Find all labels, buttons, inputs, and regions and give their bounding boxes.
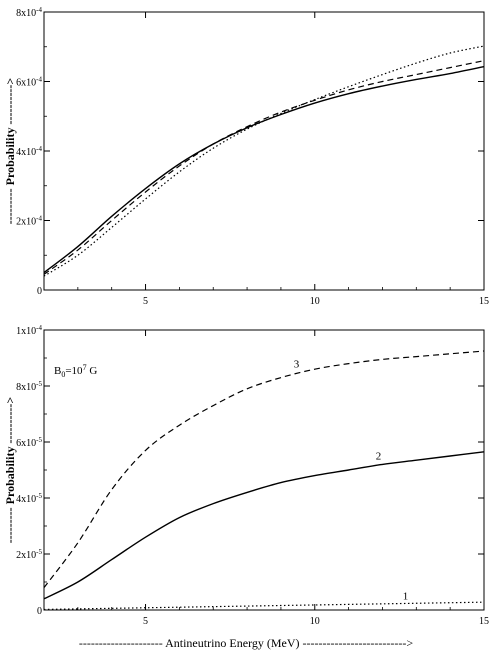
y-tick-label: 4x10-4: [16, 145, 42, 158]
y-tick-label: 8x10-5: [16, 380, 42, 393]
y-tick-label: 8x10-4: [16, 6, 42, 19]
series-group: [43, 350, 485, 611]
series-line-solid: [43, 451, 485, 600]
x-axis-ticks: 5 10 15: [77, 12, 489, 307]
bottom-panel: 5 10 15 0 2x10-5 4x10-5 6x10-5 8x10-5 1x10-4 3 2…: [3, 324, 489, 650]
x-tick-label: 15: [479, 296, 489, 307]
x-axis-label: --------------------- Antineutrino Energ…: [79, 636, 414, 650]
x-axis-ticks: 5 10 15: [77, 330, 489, 627]
x-tick-label: 10: [310, 616, 320, 627]
series-line-dotted: [43, 45, 485, 277]
y-axis-ticks: 0 2x10-5 4x10-5 6x10-5 8x10-5 1x10-4: [16, 324, 484, 617]
y-tick-label: 2x10-5: [16, 548, 42, 561]
top-panel: 5 10 15 0 2x10-4 4x10-4 6x10-4 8x10-4 --------…: [3, 6, 489, 307]
y-axis-label: --------- Probability ---------->: [3, 397, 17, 544]
series-line-dotted: [43, 601, 485, 611]
series-line-dashed: [43, 350, 485, 588]
series-line-solid: [43, 65, 485, 274]
series-label-3: 3: [294, 358, 300, 370]
y-tick-label: 2x10-4: [16, 215, 42, 228]
y-tick-label: 0: [37, 606, 42, 617]
series-label-1: 1: [403, 591, 409, 603]
x-tick-label: 5: [143, 296, 148, 307]
y-tick-label: 1x10-4: [16, 324, 42, 337]
y-axis-ticks: 0 2x10-4 4x10-4 6x10-4 8x10-4: [16, 6, 484, 297]
y-tick-label: 6x10-4: [16, 76, 42, 89]
field-annotation: B0=107 G: [54, 363, 97, 379]
y-tick-label: 4x10-5: [16, 492, 42, 505]
x-tick-label: 15: [479, 616, 489, 627]
x-tick-label: 5: [143, 616, 148, 627]
plot-frame: [43, 329, 485, 611]
plot-frame: [43, 11, 485, 291]
series-line-dashed: [43, 60, 485, 275]
series-group: [43, 45, 485, 277]
y-tick-label: 0: [37, 286, 42, 297]
y-axis-label: --------- Probability ---------->: [3, 78, 17, 225]
series-label-2: 2: [376, 451, 382, 463]
series-labels: 3 2 1: [294, 358, 409, 602]
y-tick-label: 6x10-5: [16, 436, 42, 449]
x-tick-label: 10: [310, 296, 320, 307]
